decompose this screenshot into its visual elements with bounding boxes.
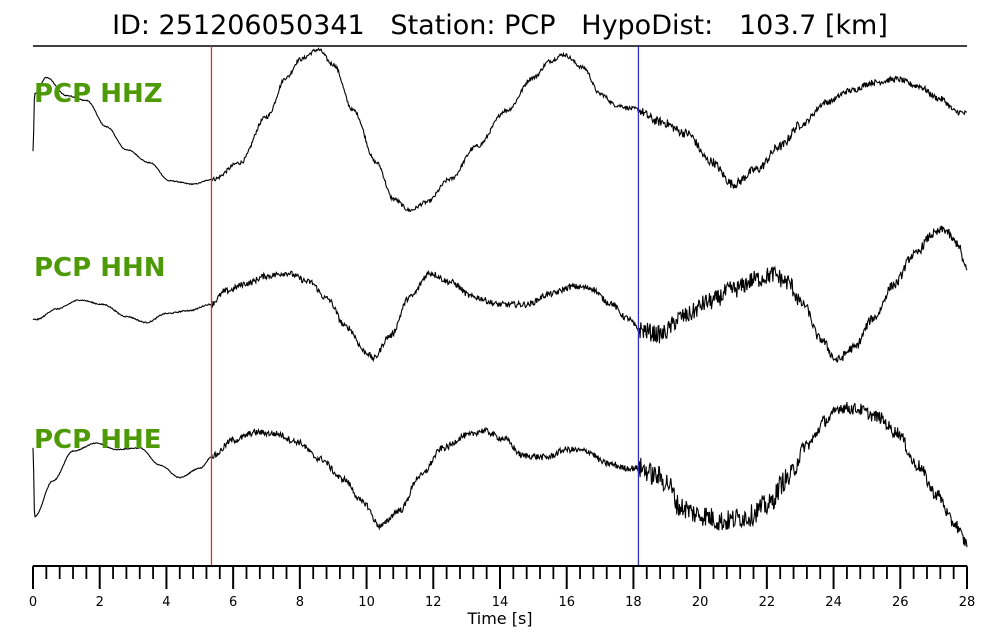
x-tick-label: 2 (96, 595, 104, 610)
traces-group (32, 47, 968, 548)
trace-pcp-hhn (32, 225, 968, 363)
x-tick-label: 24 (825, 595, 842, 610)
x-axis: 0 2 4 6 8 10 12 14 16 18 20 22 24 26 28 (29, 565, 976, 610)
x-tick-label: 10 (358, 595, 375, 610)
x-tick-label: 0 (29, 595, 37, 610)
trace-label-pcp-hhe: PCP HHE (34, 425, 162, 455)
x-tick-label: 4 (162, 595, 170, 610)
trace-labels-group: PCP HHZ PCP HHN PCP HHE (34, 79, 166, 455)
x-tick-label: 28 (959, 595, 976, 610)
x-axis-label: Time [s] (466, 609, 532, 628)
x-tick-label: 26 (892, 595, 909, 610)
x-tick-label: 22 (759, 595, 776, 610)
x-tick-label: 14 (492, 595, 509, 610)
trace-pcp-hhz (32, 47, 968, 213)
x-tick-label: 16 (558, 595, 575, 610)
x-tick-label: 12 (425, 595, 442, 610)
trace-label-pcp-hhz: PCP HHZ (34, 79, 163, 109)
x-tick-label: 20 (692, 595, 709, 610)
phase-picks-group (210, 46, 640, 566)
x-tick-label: 18 (625, 595, 642, 610)
x-tick-label: 6 (229, 595, 237, 610)
trace-label-pcp-hhn: PCP HHN (34, 253, 166, 283)
chart-title: ID: 251206050341 Station: PCP HypoDist: … (112, 10, 888, 41)
x-tick-label: 8 (296, 595, 304, 610)
trace-pcp-hhe (32, 401, 968, 548)
